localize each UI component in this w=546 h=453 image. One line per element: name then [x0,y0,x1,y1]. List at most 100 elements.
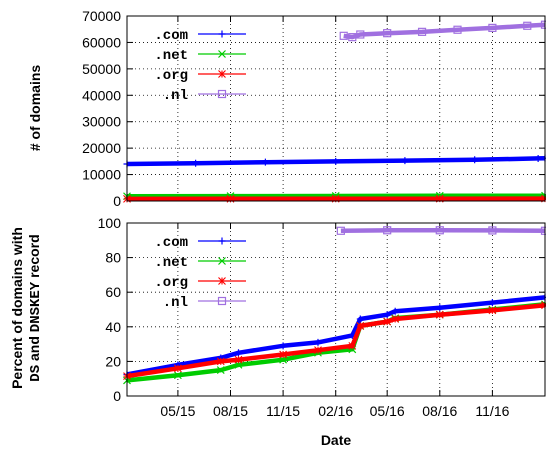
series-point-org [174,364,182,373]
series-point-nl [383,226,392,235]
bottom-y-axis-title-line2: DS and DNSKEY record [26,234,44,381]
x-tick-label: 08/15 [213,403,248,419]
series-point-com [261,158,269,166]
series-point-org [391,315,400,323]
series-point-org [435,310,444,319]
y-tick-label: 30000 [82,114,121,130]
series-point-org [356,322,365,330]
legend-label-org: .org [154,68,188,84]
series-point-nl [435,226,444,235]
series-point-nl [523,21,532,30]
series-point-com [192,159,200,167]
legend-label-net: .net [154,48,188,64]
legend-marker-net [218,257,226,265]
top-grid [127,16,545,201]
series-point-org [226,194,235,203]
series-point-com [235,349,243,357]
series-point-nl [356,30,365,39]
series-point-com [436,304,444,312]
legend-marker-com [218,30,226,38]
x-tick-label: 11/15 [266,403,300,419]
y-tick-label: 100 [98,215,122,231]
series-point-org [314,346,322,355]
series-point-org [435,194,444,203]
top-frame [126,15,546,202]
y-tick-label: 50000 [82,61,121,77]
series-point-org [216,357,225,366]
series-point-nl [339,31,348,40]
y-axis-title-record: record [26,234,42,281]
legend-marker-net [218,50,226,58]
x-axis-title: Date [321,432,352,448]
series-point-com [471,156,479,164]
y-tick-label: 10000 [82,167,121,183]
series-point-nl [488,23,497,32]
legend-label-com: .com [154,28,188,44]
series-point-nl [453,25,462,34]
legend-marker-nl [217,296,227,306]
series-point-org [383,317,392,326]
y-tick-label: 60000 [82,34,121,50]
bottom-y-axis-title-line1: Percent of domains with [9,227,25,389]
legend-label-nl: .nl [163,295,188,311]
series-point-net [173,371,182,380]
series-point-com [534,154,542,162]
series-point-org [331,194,340,203]
top-y-ticks: 0 10000 20000 30000 40000 50000 60000 70000 [82,8,545,209]
top-legend: .com .net .org .nl [154,28,246,104]
y-tick-label: 0 [113,388,121,404]
series-point-com [391,307,399,315]
y-tick-label: 80 [105,250,121,266]
bottom-panel: 0 20 40 60 80 100 05/15 08/15 11/15 02/16 05/16 08… [9,215,546,448]
y-axis-title-ds: DS [28,365,44,382]
top-y-axis-title: # of domains [27,65,43,152]
x-tick-label: 08/16 [422,403,457,419]
legend-label-com: .com [154,235,188,251]
y-tick-label: 60 [105,284,121,300]
y-tick-label: 40 [105,319,121,335]
y-tick-label: 40000 [82,87,121,103]
series-point-org [234,355,243,364]
bottom-series [123,226,546,385]
series-point-nl [417,27,427,36]
y-tick-label: 20000 [82,140,121,156]
series-point-nl [336,226,345,235]
series-point-nl [348,33,357,42]
x-tick-label: 05/15 [160,403,195,419]
bottom-y-ticks: 0 20 40 60 80 100 [98,215,545,404]
y-axis-title-dnskey: DNSKEY [28,281,44,332]
series-point-com [401,157,409,165]
bottom-frame [126,222,546,397]
legend-marker-com [218,237,226,245]
series-point-net [216,366,225,374]
series-point-com [332,157,340,165]
legend-marker-org [218,70,226,78]
top-panel: 0 10000 20000 30000 40000 50000 60000 70000 .co… [27,8,546,209]
legend-marker-org [218,277,226,285]
x-tick-label: 02/16 [318,403,353,419]
series-line-nl [343,22,546,40]
bottom-y-axis-title: Percent of domains with DS and DNSKEY re… [9,227,44,389]
y-tick-label: 0 [113,193,121,209]
y-axis-title-and: and [26,332,42,365]
series-point-com [356,315,364,323]
series-point-nl [383,29,392,38]
x-tick-label: 11/16 [475,403,509,419]
series-point-com [314,338,322,346]
series-point-org [348,341,357,350]
series-line-nl [340,228,546,234]
legend-label-org: .org [154,275,188,291]
y-tick-label: 20 [105,353,121,369]
legend-label-net: .net [154,255,188,271]
y-tick-label: 70000 [82,8,121,24]
series-point-org [279,350,287,359]
legend-label-nl: .nl [163,88,188,104]
series-point-org [488,306,497,315]
x-tick-label: 05/16 [370,403,405,419]
series-point-com [279,342,287,350]
bottom-legend: .com .net .org .nl [154,235,246,311]
series-point-com [488,299,496,307]
bottom-x-ticks: 05/15 08/15 11/15 02/16 05/16 08/16 11/16 [160,403,509,419]
series-point-com [383,311,391,319]
